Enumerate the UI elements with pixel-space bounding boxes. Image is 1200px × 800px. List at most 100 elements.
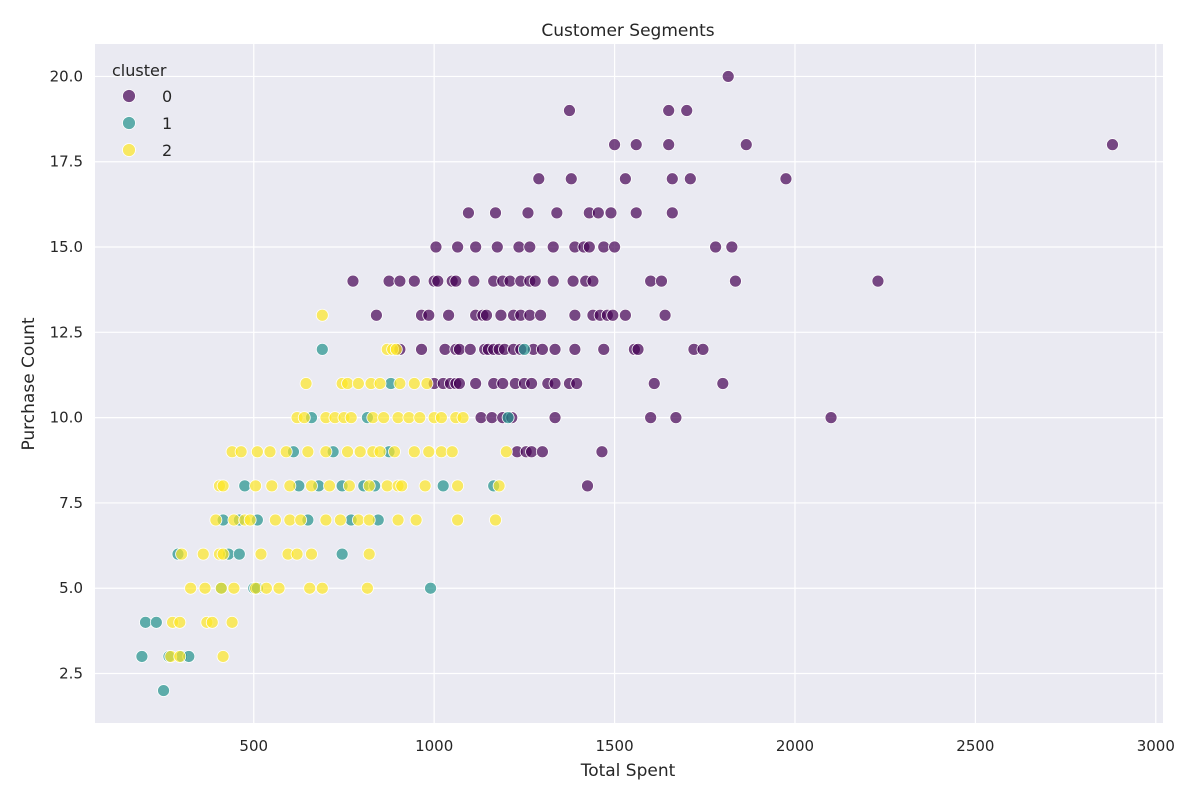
point-cluster-0	[438, 342, 452, 356]
point-cluster-2	[290, 547, 304, 561]
point-cluster-2	[305, 547, 318, 561]
y-tick-label: 7.5	[59, 494, 83, 512]
point-cluster-0	[393, 274, 407, 288]
point-cluster-2	[297, 411, 311, 425]
point-cluster-2	[418, 479, 432, 493]
point-cluster-2	[303, 581, 317, 595]
x-tick-label: 500	[239, 737, 268, 755]
point-cluster-2	[445, 445, 459, 459]
grid-lines	[95, 44, 1163, 723]
point-cluster-0	[485, 411, 499, 425]
point-cluster-1	[436, 479, 450, 493]
point-cluster-0	[550, 206, 564, 220]
point-cluster-0	[566, 274, 580, 288]
point-cluster-0	[474, 411, 488, 425]
point-cluster-2	[227, 513, 241, 527]
point-cluster-0	[532, 172, 546, 186]
point-cluster-2	[499, 445, 513, 459]
point-cluster-2	[272, 581, 286, 595]
x-tick-label: 3000	[1137, 737, 1175, 755]
point-cluster-0	[528, 274, 542, 288]
point-cluster-0	[568, 342, 582, 356]
point-cluster-0	[568, 308, 582, 322]
point-cluster-0	[382, 274, 396, 288]
point-cluster-2	[283, 479, 297, 493]
point-cluster-2	[294, 513, 308, 527]
point-cluster-2	[373, 377, 387, 390]
point-cluster-0	[523, 308, 537, 322]
point-cluster-0	[534, 308, 548, 322]
point-cluster-0	[669, 411, 683, 425]
point-cluster-2	[366, 411, 380, 425]
point-cluster-0	[548, 411, 562, 425]
point-cluster-0	[1106, 138, 1119, 152]
point-cluster-0	[618, 308, 632, 322]
legend-label-0: 0	[162, 87, 172, 106]
point-cluster-1	[139, 615, 152, 629]
point-cluster-0	[618, 172, 632, 186]
point-cluster-0	[644, 411, 658, 425]
point-cluster-0	[739, 138, 753, 152]
point-cluster-0	[631, 342, 645, 356]
legend-label-1: 1	[162, 114, 172, 133]
point-cluster-2	[351, 513, 365, 527]
point-cluster-0	[563, 104, 576, 117]
point-cluster-1	[149, 615, 163, 629]
point-cluster-2	[184, 581, 198, 595]
point-cluster-2	[393, 377, 407, 390]
point-cluster-0	[665, 206, 679, 220]
y-axis-label: Purchase Count	[19, 317, 39, 450]
point-cluster-0	[548, 342, 562, 356]
point-cluster-2	[420, 377, 434, 390]
point-cluster-2	[389, 342, 403, 356]
x-tick-label: 1000	[415, 737, 453, 755]
point-cluster-2	[216, 547, 230, 561]
point-cluster-0	[489, 206, 502, 220]
point-cluster-2	[269, 513, 282, 527]
point-cluster-2	[413, 411, 427, 425]
point-cluster-0	[629, 138, 643, 152]
point-cluster-0	[582, 240, 596, 254]
point-cluster-0	[696, 342, 710, 356]
point-cluster-2	[209, 513, 223, 527]
point-cluster-2	[283, 513, 297, 527]
point-cluster-2	[341, 445, 354, 459]
point-cluster-2	[451, 479, 465, 493]
point-cluster-0	[546, 274, 560, 288]
point-cluster-0	[523, 240, 537, 254]
point-cluster-2	[402, 411, 416, 425]
point-cluster-0	[658, 308, 672, 322]
point-cluster-2	[305, 479, 318, 493]
point-cluster-2	[341, 377, 354, 390]
point-cluster-1	[315, 342, 329, 356]
point-cluster-0	[496, 377, 510, 390]
point-cluster-1	[424, 581, 437, 595]
point-cluster-0	[591, 206, 605, 220]
point-cluster-1	[232, 547, 246, 561]
point-cluster-0	[449, 274, 463, 288]
point-cluster-2	[391, 411, 405, 425]
point-cluster-2	[323, 479, 336, 493]
point-cluster-2	[380, 479, 394, 493]
point-cluster-0	[662, 138, 676, 152]
point-cluster-0	[597, 240, 611, 254]
point-cluster-0	[729, 274, 742, 288]
point-cluster-2	[225, 615, 239, 629]
y-tick-label: 5.0	[59, 579, 83, 597]
legend-marker-1	[122, 116, 136, 130]
legend-title: cluster	[112, 61, 167, 80]
point-cluster-2	[333, 513, 347, 527]
legend-marker-0	[122, 89, 136, 103]
point-cluster-0	[469, 377, 483, 390]
point-cluster-0	[525, 377, 538, 390]
point-cluster-0	[346, 274, 360, 288]
point-cluster-0	[536, 445, 549, 459]
data-points	[135, 70, 1119, 697]
y-tick-label: 20.0	[50, 67, 83, 85]
point-cluster-0	[462, 206, 475, 220]
point-cluster-0	[665, 172, 679, 186]
point-cluster-2	[362, 513, 376, 527]
point-cluster-2	[388, 445, 401, 459]
point-cluster-1	[335, 547, 349, 561]
point-cluster-2	[175, 547, 188, 561]
